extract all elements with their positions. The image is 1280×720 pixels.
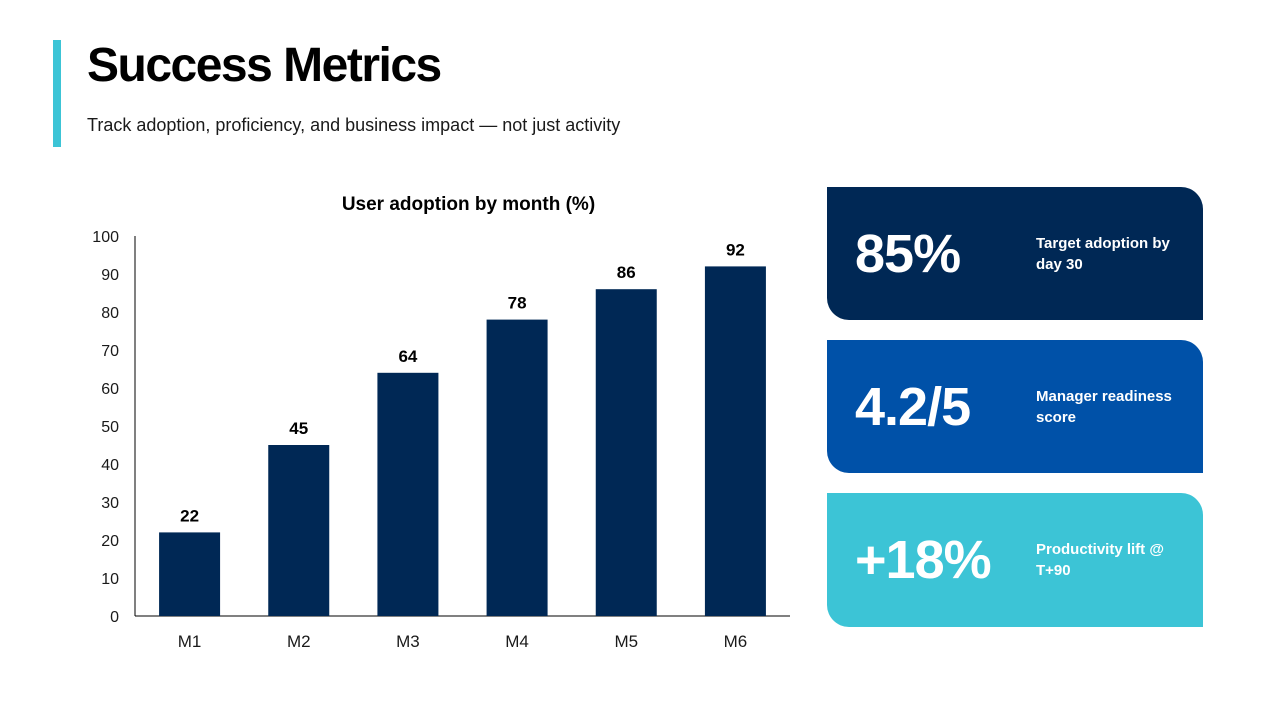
page-subtitle: Track adoption, proficiency, and busines… [87,115,621,135]
y-tick-label: 70 [101,343,119,360]
bar-m4 [486,319,548,616]
data-label: 86 [617,263,636,282]
page-title: Success Metrics [87,39,442,92]
chart-title: User adoption by month (%) [342,194,595,215]
y-tick-label: 40 [101,457,119,474]
x-tick-label: M1 [178,632,202,651]
x-tick-label: M4 [505,632,529,651]
y-tick-label: 80 [101,305,119,322]
kpi-value: 4.2/5 [855,376,971,437]
data-label: 92 [726,240,745,259]
data-label: 22 [180,506,199,525]
data-label: 78 [508,294,527,313]
data-label: 45 [289,419,308,438]
adoption-bar-chart: User adoption by month (%) 0 10 20 30 40 50 60 7… [92,194,790,651]
x-tick-label: M5 [614,632,638,651]
y-tick-label: 0 [110,609,119,626]
x-tick-label: M6 [724,632,748,651]
x-tick-label: M3 [396,632,420,651]
kpi-label: Manager readiness score [1036,387,1172,426]
bar-m5 [595,289,657,616]
bar-m1 [159,532,221,616]
kpi-value: +18% [855,530,992,590]
y-tick-label: 50 [101,419,119,436]
bar-m6 [704,266,766,616]
kpi-card-productivity-lift: +18% Productivity lift @ T+90 [827,493,1203,627]
y-tick-label: 60 [101,381,119,398]
kpi-label: Target adoption by day 30 [1036,234,1170,273]
x-tick-label: M2 [287,632,311,651]
y-tick-label: 100 [92,229,119,246]
kpi-card-target-adoption: 85% Target adoption by day 30 [827,187,1203,320]
title-accent-bar [53,40,61,147]
y-tick-label: 10 [101,571,119,588]
kpi-label: Productivity lift @ T+90 [1036,541,1164,579]
bar-m3 [377,372,439,616]
kpi-value: 85% [855,223,961,284]
y-tick-label: 20 [101,533,119,550]
y-tick-label: 30 [101,495,119,512]
kpi-card-manager-readiness: 4.2/5 Manager readiness score [827,340,1203,473]
y-tick-label: 90 [101,267,119,284]
data-label: 64 [398,347,417,366]
bar-m2 [268,445,330,616]
